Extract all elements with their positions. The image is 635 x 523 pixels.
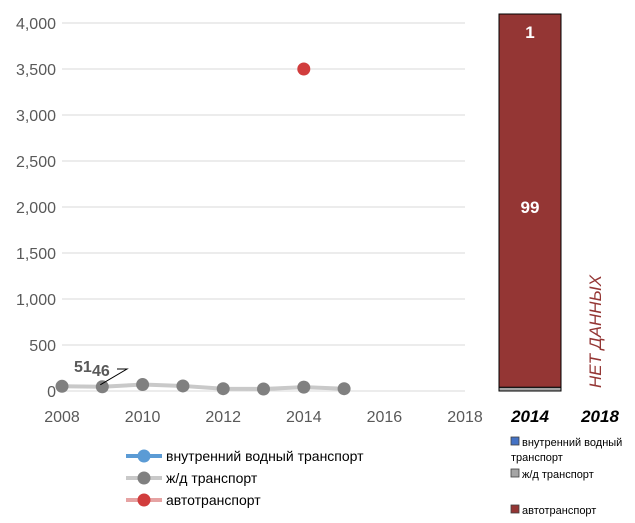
data-point — [297, 62, 311, 76]
data-point — [136, 378, 150, 392]
data-point — [95, 380, 109, 394]
x-tick-label: 2012 — [205, 409, 241, 426]
data-point — [297, 380, 311, 394]
legend-marker — [137, 493, 151, 507]
label-leader-line — [100, 368, 129, 386]
legend-entry-label: внутренний водный транспорт — [166, 448, 364, 464]
bar-segment-1 — [498, 386, 562, 392]
legend-entry-label-cont: транспорт — [511, 452, 563, 464]
legend-entry-label: внутренний водный — [522, 437, 622, 449]
bar-category-labels: 2014 2018 — [510, 407, 619, 426]
no-data-label: НЕТ ДАННЫХ — [586, 274, 605, 388]
legend-entry-label: ж/д транспорт — [166, 470, 258, 486]
y-tick-label: 2,000 — [16, 200, 56, 217]
y-tick-label: 2,500 — [16, 154, 56, 171]
y-tick-label: 4,000 — [16, 16, 56, 33]
y-tick-label: 3,000 — [16, 108, 56, 125]
data-point — [216, 382, 230, 396]
legend-marker — [137, 471, 151, 485]
legend-color-swatch — [510, 504, 520, 514]
bar-segment-label: 99 — [521, 198, 540, 217]
data-point — [337, 382, 351, 396]
stacked-bars: 1 99 НЕТ ДАННЫХ — [498, 13, 605, 392]
legend-marker — [137, 449, 151, 463]
legend-color-swatch — [510, 468, 520, 478]
series-line-1 — [61, 382, 345, 391]
x-tick-label: 2016 — [367, 409, 403, 426]
y-tick-label: 500 — [29, 338, 56, 355]
y-tick-label: 1,500 — [16, 246, 56, 263]
data-point — [257, 382, 270, 396]
bar-segment-2 — [498, 13, 562, 388]
bar-legend: внутренний водный транспорт ж/д транспорт а… — [510, 436, 622, 517]
y-axis-tick-labels: 0 500 1,000 1,500 2,000 2,500 3,000 3,500 4,000 — [16, 16, 56, 401]
x-tick-label: 2010 — [125, 409, 161, 426]
line-points — [55, 62, 351, 396]
line-series — [61, 382, 345, 391]
bar-category-label: 2014 — [510, 407, 549, 426]
data-point — [55, 379, 69, 393]
line-legend: внутренний водный транспорт ж/д транспорт… — [126, 448, 364, 508]
data-label: 51 — [74, 359, 92, 376]
x-axis-tick-labels: 2008 2010 2012 2014 2016 2018 — [44, 409, 483, 426]
bar-segment-label: 1 — [525, 23, 534, 42]
y-gridlines — [62, 22, 465, 392]
legend-color-swatch — [510, 436, 520, 446]
legend-entry-label: автотранспорт — [166, 492, 261, 508]
y-tick-label: 1,000 — [16, 292, 56, 309]
data-label: 46 — [92, 363, 110, 380]
y-tick-label: 3,500 — [16, 62, 56, 79]
x-tick-label: 2018 — [447, 409, 483, 426]
y-tick-label: 0 — [47, 384, 56, 401]
data-point — [176, 379, 190, 393]
line-data-labels: 51 46 — [74, 359, 129, 386]
bar-category-label: 2018 — [580, 407, 619, 426]
x-tick-label: 2008 — [44, 409, 80, 426]
x-tick-label: 2014 — [286, 409, 322, 426]
legend-entry-label: ж/д транспорт — [522, 469, 594, 481]
legend-entry-label: автотранспорт — [522, 505, 596, 517]
